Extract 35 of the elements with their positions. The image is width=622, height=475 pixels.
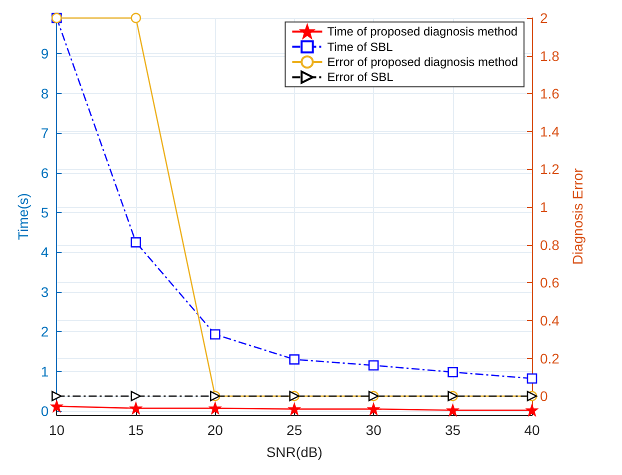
x-tick-label: 35 [444,422,461,438]
y2-tick-label: 0.6 [540,274,560,291]
legend-label: Time of proposed diagnosis method [327,24,518,39]
y-tick-label: 8 [40,85,49,102]
y2-tick-label: 1.2 [540,161,560,178]
x-tick-label: 20 [207,422,224,438]
y2-tick-label: 1.8 [540,48,560,64]
y-tick-label: 7 [40,125,49,142]
y2-tick-label: 0 [540,388,548,404]
y-tick-label: 2 [40,324,49,340]
x-tick-label: 25 [286,422,302,438]
y-tick-label: 9 [40,46,49,62]
y-tick-label: 3 [40,284,49,300]
y2-tick-label: 1.4 [540,123,560,140]
x-tick-label: 40 [524,422,540,438]
y2-axis-title: Diagnosis Error [569,168,586,265]
y-axis-title: Time(s) [15,193,31,240]
y-tick-label: 5 [40,204,49,221]
y-tick-label: 6 [40,164,49,181]
x-tick-label: 30 [366,422,382,438]
x-tick-label: 15 [128,422,144,438]
x-tick-label: 10 [48,422,65,438]
y-tick-label: 0 [40,403,49,420]
x-axis-title: SNR(dB) [266,444,322,460]
y2-tick-label: 0.2 [540,350,560,366]
y2-tick-label: 2 [540,10,548,26]
legend-label: Time of SBL [327,40,394,54]
y2-tick-label: 0.4 [540,312,560,328]
y-tick-label: 1 [40,363,49,380]
y-tick-label: 4 [40,244,49,260]
y2-tick-label: 1.6 [540,86,560,102]
y2-tick-label: 1 [540,199,548,216]
legend-label: Error of proposed diagnosis method [327,55,518,69]
y2-tick-label: 0.8 [540,236,560,253]
legend-label: Error of SBL [327,70,394,84]
